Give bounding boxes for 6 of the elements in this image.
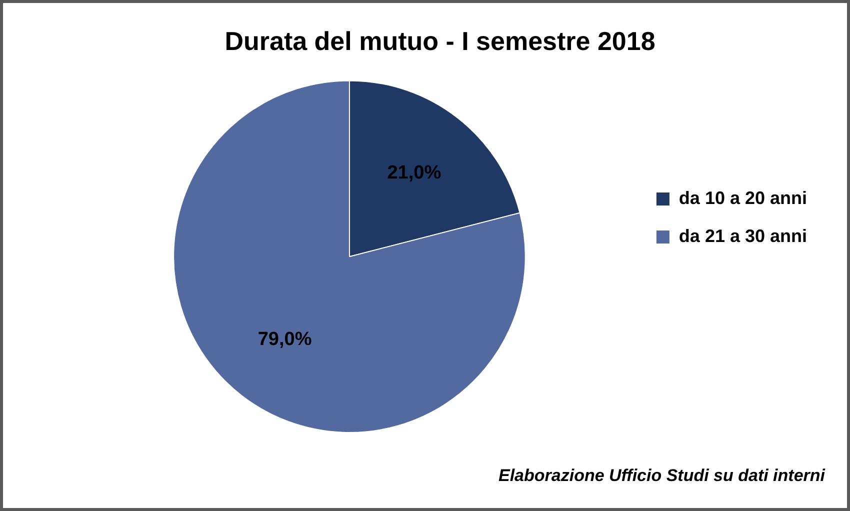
legend-label: da 10 a 20 anni [678,188,808,208]
chart-title: Durata del mutuo - I semestre 2018 [224,26,656,56]
data-label: 21,0% [387,162,442,184]
data-label: 79,0% [258,329,312,350]
text: Elaborazione Ufficio Studi su dati interni [498,466,825,486]
legend-label: da 21 a 30 anni [678,226,808,246]
